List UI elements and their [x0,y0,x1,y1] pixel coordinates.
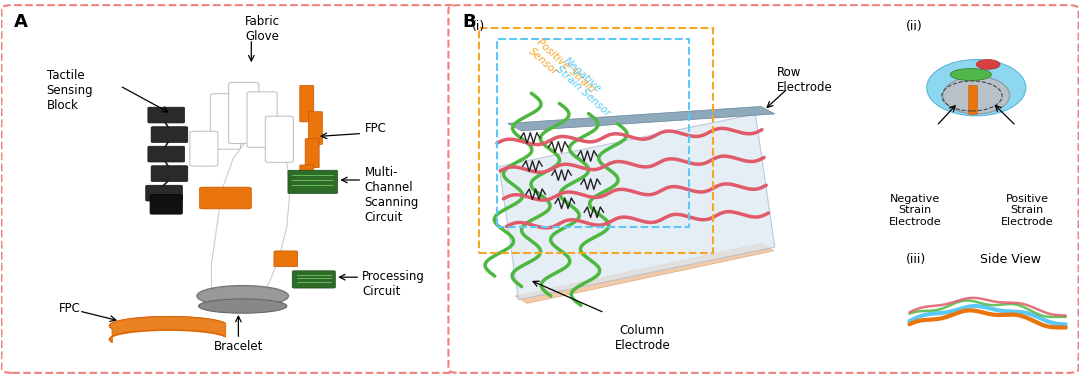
FancyBboxPatch shape [211,94,241,149]
Text: Fabric
Glove: Fabric Glove [244,14,280,42]
Text: (iii): (iii) [906,253,927,266]
FancyBboxPatch shape [190,131,218,166]
Polygon shape [212,136,291,309]
FancyBboxPatch shape [151,166,188,181]
FancyBboxPatch shape [300,165,314,190]
Ellipse shape [927,60,1026,116]
FancyBboxPatch shape [247,92,278,147]
FancyBboxPatch shape [288,170,337,194]
Text: Negative
Strain Sensor: Negative Strain Sensor [554,56,620,119]
Text: (ii): (ii) [906,20,923,33]
Text: A: A [14,12,28,31]
FancyBboxPatch shape [448,5,1079,373]
Text: Positive Strain
Sensor: Positive Strain Sensor [527,37,597,103]
Ellipse shape [950,68,991,81]
Text: B: B [462,12,476,31]
FancyBboxPatch shape [151,127,188,143]
Text: Positive
Strain
Electrode: Positive Strain Electrode [1000,194,1053,227]
FancyBboxPatch shape [1,5,459,373]
FancyBboxPatch shape [148,107,185,123]
Polygon shape [499,114,774,300]
Text: Tactile
Sensing
Block: Tactile Sensing Block [46,69,93,112]
Ellipse shape [197,286,288,306]
Text: Bracelet: Bracelet [214,340,264,353]
FancyBboxPatch shape [148,146,185,162]
Text: FPC: FPC [364,122,387,135]
FancyBboxPatch shape [229,82,259,144]
Polygon shape [515,243,773,304]
Text: Multi-
Channel
Scanning
Circuit: Multi- Channel Scanning Circuit [364,166,419,225]
FancyBboxPatch shape [200,187,252,209]
Text: Column
Electrode: Column Electrode [615,324,671,352]
FancyBboxPatch shape [274,251,298,266]
FancyBboxPatch shape [300,85,314,122]
FancyBboxPatch shape [266,116,294,163]
FancyBboxPatch shape [969,85,977,114]
Ellipse shape [199,299,287,313]
Polygon shape [508,107,774,131]
FancyBboxPatch shape [306,139,320,167]
FancyBboxPatch shape [146,185,183,201]
Text: Row
Electrode: Row Electrode [777,66,833,94]
Text: Negative
Strain
Electrode: Negative Strain Electrode [889,194,941,227]
Text: Processing
Circuit: Processing Circuit [362,270,426,297]
Text: Side View: Side View [980,253,1040,266]
FancyBboxPatch shape [293,271,335,288]
FancyBboxPatch shape [309,112,323,144]
Ellipse shape [976,60,1000,69]
Ellipse shape [943,76,1010,114]
Text: FPC: FPC [58,302,80,315]
Text: (i): (i) [472,20,485,33]
FancyBboxPatch shape [150,195,183,214]
